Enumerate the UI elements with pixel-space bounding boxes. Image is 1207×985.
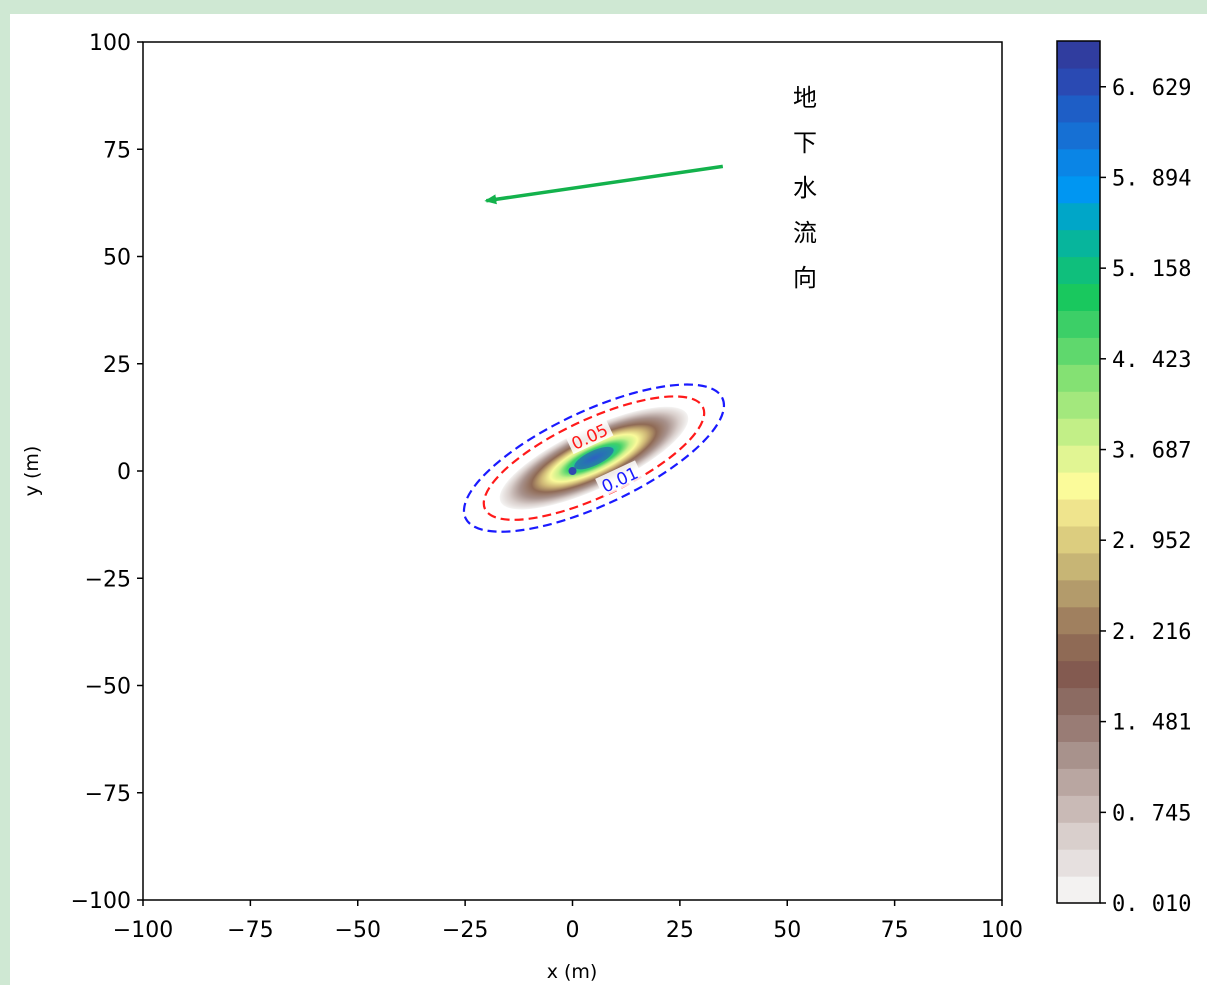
y-axis-ticks: 100 75 50 25 0 −25 −50 −75 −100 <box>71 31 143 914</box>
colorbar-swatch <box>1057 121 1100 150</box>
colorbar-tick-label: 0. 745 <box>1112 801 1191 826</box>
colorbar-swatch <box>1057 822 1100 850</box>
y-tick-label: 50 <box>103 246 131 271</box>
contour-label-bg <box>565 417 614 455</box>
colorbar-swatch <box>1057 579 1100 608</box>
x-tick-label: −25 <box>442 918 488 943</box>
colorbar-tick-label: 5. 894 <box>1112 166 1191 191</box>
colorbar-swatch <box>1057 498 1100 527</box>
colorbar-swatch <box>1057 606 1100 635</box>
colorbar-frame <box>1056 40 1101 904</box>
x-tick-label: −75 <box>227 918 273 943</box>
colorbar-tick-label: 0. 010 <box>1112 892 1191 917</box>
colorbar-tick-label: 3. 687 <box>1112 439 1191 464</box>
x-tick-label: −50 <box>335 918 381 943</box>
colorbar-tick-label: 1. 481 <box>1112 711 1191 736</box>
y-tick-label: 75 <box>103 138 131 163</box>
colorbar-tick-label: 6. 629 <box>1112 76 1191 101</box>
contour-line-0.01 <box>462 383 726 533</box>
colorbar-swatch <box>1057 876 1100 904</box>
colorbar-swatch <box>1057 472 1100 500</box>
colorbar: 0. 010 0. 745 1. 481 2. 216 2. 952 3. 687 4. 4… <box>1056 40 1191 917</box>
colorbar-swatch <box>1057 310 1100 338</box>
x-tick-label: −100 <box>113 918 173 943</box>
colorbar-swatch <box>1057 202 1100 231</box>
y-axis-label: y (m) <box>21 446 43 497</box>
colorbar-tick-label: 2. 952 <box>1112 529 1191 554</box>
colorbar-swatch <box>1057 391 1100 419</box>
y-tick-label: 0 <box>117 460 131 485</box>
colorbar-swatch <box>1057 741 1100 769</box>
x-tick-label: 75 <box>881 918 909 943</box>
colorbar-swatch <box>1057 364 1100 392</box>
y-tick-label: −25 <box>85 567 131 592</box>
colorbar-swatch <box>1057 337 1100 365</box>
colorbar-swatch <box>1057 229 1100 258</box>
source-point <box>568 467 577 475</box>
colorbar-swatch <box>1057 714 1100 742</box>
plume-core <box>574 446 614 470</box>
colorbar-swatch <box>1057 687 1100 716</box>
annotation-char: 水 <box>793 174 817 202</box>
y-tick-label: −75 <box>85 782 131 807</box>
colorbar-swatch <box>1057 67 1100 96</box>
x-tick-label: 0 <box>566 918 580 943</box>
colorbar-swatch <box>1057 445 1100 473</box>
colorbar-tick-label: 5. 158 <box>1112 257 1191 282</box>
y-tick-label: 25 <box>103 353 131 378</box>
plume-layer <box>499 406 689 510</box>
x-tick-label: 25 <box>666 918 694 943</box>
colorbar-swatch <box>1057 552 1100 581</box>
annotation-char: 向 <box>793 264 817 292</box>
colorbar-swatch <box>1057 633 1100 662</box>
x-axis-ticks: −100 −75 −50 −25 0 25 50 75 100 <box>113 900 1023 943</box>
annotation-char: 流 <box>793 219 817 247</box>
contour-lines: 0.050.01 <box>462 383 726 533</box>
annotation-char: 地 <box>793 84 817 112</box>
colorbar-tick-label: 4. 423 <box>1112 348 1191 373</box>
x-tick-label: 100 <box>981 918 1023 943</box>
colorbar-swatch <box>1057 94 1100 123</box>
y-tick-label: 100 <box>89 31 131 56</box>
colorbar-swatch <box>1057 283 1100 311</box>
colorbar-swatch <box>1057 175 1100 204</box>
colorbar-swatch <box>1057 256 1100 285</box>
colorbar-swatch <box>1057 418 1100 446</box>
colorbar-swatch <box>1057 525 1100 554</box>
colorbar-swatch <box>1057 849 1100 877</box>
x-axis-label: x (m) <box>547 961 598 983</box>
y-tick-label: −50 <box>85 675 131 700</box>
colorbar-swatch <box>1057 660 1100 689</box>
y-tick-label: −100 <box>71 889 131 914</box>
figure-canvas: 0.05 0.01 地下水流向 −100 −75 −50 −25 0 25 50 75 100 1… <box>10 14 1207 985</box>
colorbar-tick-label: 2. 216 <box>1112 620 1191 645</box>
colorbar-swatch <box>1057 795 1100 823</box>
colorbar-swatch <box>1057 148 1100 177</box>
colorbar-swatch <box>1057 768 1100 796</box>
flow-direction-arrow <box>484 164 724 205</box>
contour-label-bg <box>595 460 644 498</box>
annotation-char: 下 <box>793 129 817 157</box>
x-tick-label: 50 <box>773 918 801 943</box>
colorbar-swatch <box>1057 41 1100 69</box>
